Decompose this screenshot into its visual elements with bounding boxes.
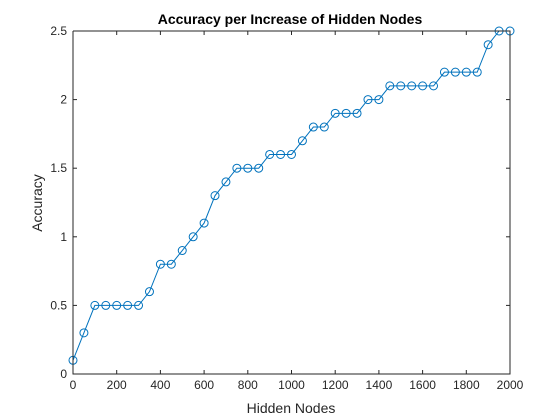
data-point: [155, 259, 165, 269]
data-point: [90, 300, 100, 310]
tick-labels: 0 200 400 600 800 1000 1200 1400 1600 1800 2000 0 0.…: [50, 24, 523, 392]
x-tick-label: 1200: [322, 378, 349, 392]
data-point: [232, 163, 242, 173]
data-point: [177, 246, 187, 256]
data-point: [341, 108, 351, 118]
data-point: [439, 67, 449, 77]
y-tick-label: 1.5: [50, 161, 67, 175]
y-tick-label: 0: [60, 367, 67, 381]
data-point: [319, 122, 329, 132]
data-point: [352, 108, 362, 118]
x-tick-label: 1400: [366, 378, 393, 392]
x-axis-title: Hidden Nodes: [247, 400, 336, 416]
plot-area: [73, 31, 510, 374]
y-tick-label: 1: [60, 230, 67, 244]
data-point: [123, 300, 133, 310]
data-point: [166, 259, 176, 269]
data-point: [112, 300, 122, 310]
data-point: [199, 218, 209, 228]
data-point: [221, 177, 231, 187]
y-tick-label: 0.5: [50, 298, 67, 312]
data-point: [188, 232, 198, 242]
data-point: [297, 136, 307, 146]
x-tick-label: 400: [150, 378, 170, 392]
data-point: [308, 122, 318, 132]
data-point: [254, 163, 264, 173]
data-point: [363, 95, 373, 105]
y-tick-label: 2: [60, 93, 67, 107]
data-point: [144, 287, 154, 297]
data-point: [461, 67, 471, 77]
x-tick-label: 1800: [453, 378, 480, 392]
data-point: [210, 191, 220, 201]
x-tick-label: 0: [70, 378, 77, 392]
x-tick-label: 800: [238, 378, 258, 392]
data-point: [101, 300, 111, 310]
x-tick-label: 1000: [278, 378, 305, 392]
x-tick-label: 200: [107, 378, 127, 392]
data-point: [134, 300, 144, 310]
y-tick-label: 2.5: [50, 24, 67, 38]
chart-title: Accuracy per Increase of Hidden Nodes: [158, 11, 423, 27]
y-axis-title: Accuracy: [29, 174, 45, 232]
data-point: [243, 163, 253, 173]
data-point: [418, 81, 428, 91]
x-tick-label: 1600: [409, 378, 436, 392]
data-point: [396, 81, 406, 91]
data-point: [287, 149, 296, 159]
x-tick-label: 2000: [497, 378, 524, 392]
data-point: [483, 40, 493, 50]
data-series: [68, 26, 515, 365]
data-point: [450, 67, 460, 77]
series-line: [72, 30, 510, 361]
data-point: [407, 81, 417, 91]
data-point: [429, 81, 439, 91]
data-point: [374, 95, 384, 105]
data-point: [265, 149, 275, 159]
data-point: [472, 67, 482, 77]
data-point: [276, 149, 286, 159]
data-point: [330, 108, 340, 118]
data-point: [385, 81, 395, 91]
axes-box: [72, 30, 511, 375]
data-point: [79, 328, 89, 338]
x-tick-label: 600: [194, 378, 214, 392]
